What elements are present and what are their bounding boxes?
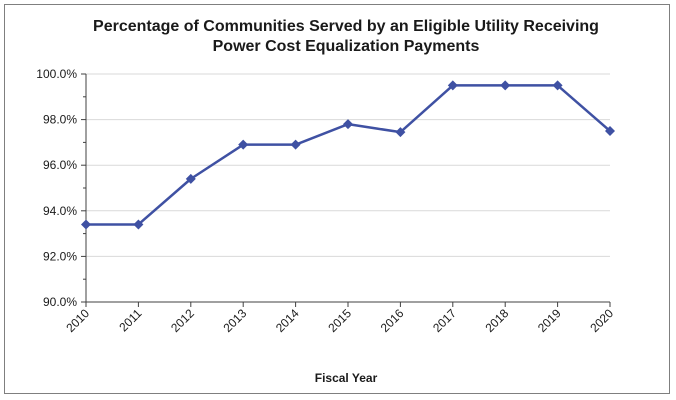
chart-title-line-2: Power Cost Equalization Payments — [213, 38, 480, 55]
x-tick-label: 2017 — [430, 306, 459, 335]
x-tick-label: 2012 — [168, 306, 197, 335]
x-tick-label: 2020 — [587, 306, 616, 335]
chart-title-line-1: Percentage of Communities Served by an E… — [93, 18, 599, 35]
x-tick-label: 2016 — [378, 306, 407, 335]
series-line — [86, 84, 611, 226]
x-tick-label: 2019 — [535, 306, 564, 335]
data-point-2014 — [290, 139, 301, 150]
data-point-2020 — [605, 126, 615, 136]
y-tick-label: 100.0% — [36, 67, 77, 81]
x-tick-label: 2018 — [483, 306, 512, 335]
y-tick-labels: 90.0% 92.0% 94.0% 96.0% 98.0% 100.0% — [36, 67, 77, 309]
x-tick-label: 2013 — [221, 306, 250, 335]
x-tick-label: 2015 — [325, 306, 354, 335]
data-point-2017 — [447, 80, 458, 91]
data-point-2019 — [552, 80, 563, 91]
series — [81, 80, 615, 230]
grid-lines — [86, 73, 610, 257]
y-tick-label: 98.0% — [43, 113, 77, 127]
y-tick-label: 96.0% — [43, 158, 77, 172]
chart-frame — [4, 4, 670, 394]
data-point-2016 — [395, 127, 406, 138]
x-axis-title: Fiscal Year — [315, 371, 378, 385]
data-point-2010 — [81, 219, 91, 230]
y-tick-label: 94.0% — [43, 204, 77, 218]
x-tick-label: 2014 — [273, 306, 302, 335]
data-point-2015 — [343, 119, 353, 130]
data-point-2012 — [185, 173, 196, 184]
x-tick-labels: 2010 2011 2012 2013 2014 2015 2016 2017 2018 2019… — [63, 306, 616, 335]
x-tick-label: 2011 — [116, 306, 144, 334]
x-tick-label: 2010 — [63, 306, 92, 335]
y-tick-label: 90.0% — [43, 295, 77, 309]
y-tick-label: 92.0% — [43, 249, 77, 263]
data-point-2013 — [238, 139, 249, 150]
data-point-2011 — [133, 219, 144, 230]
data-point-2018 — [500, 80, 511, 91]
axes — [81, 73, 611, 307]
